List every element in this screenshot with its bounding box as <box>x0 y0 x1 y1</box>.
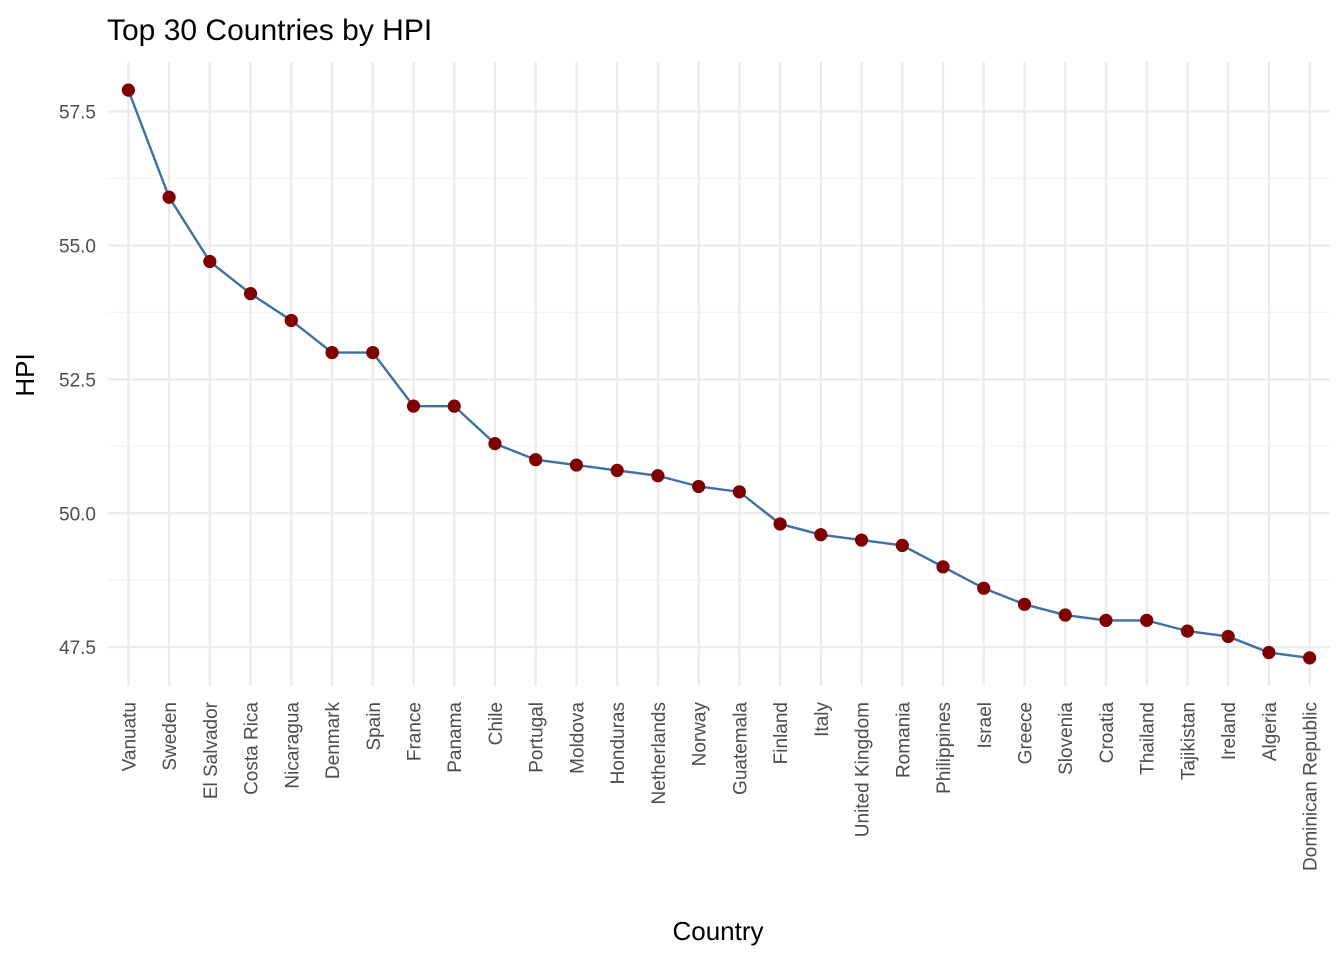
data-point <box>1303 651 1317 665</box>
x-tick-label: Slovenia <box>1056 702 1077 775</box>
data-point <box>895 538 909 552</box>
x-tick-label: Greece <box>1016 702 1037 764</box>
data-point <box>121 83 135 97</box>
x-tick-label: Honduras <box>608 702 629 784</box>
gridlines <box>108 62 1330 686</box>
x-tick-label: Sweden <box>160 702 181 771</box>
data-point <box>854 533 869 547</box>
x-tick-label: Finland <box>771 702 792 764</box>
x-tick-label: Portugal <box>527 702 548 773</box>
data-point <box>366 345 380 360</box>
data-point <box>569 458 584 472</box>
x-tick-label: Israel <box>975 702 996 748</box>
x-tick-label: Philippines <box>934 702 955 794</box>
data-point <box>610 463 624 478</box>
x-axis-title: Country <box>672 916 763 946</box>
data-point <box>1058 608 1072 622</box>
data-point <box>1140 613 1154 627</box>
x-tick-label: Netherlands <box>649 702 670 804</box>
data-point <box>1017 597 1032 611</box>
data-point <box>284 313 298 328</box>
data-point <box>732 485 746 499</box>
x-tick-label: Panama <box>445 702 466 773</box>
chart-title: Top 30 Countries by HPI <box>107 14 432 47</box>
data-point <box>325 345 339 360</box>
y-tick-label: 47.5 <box>59 638 96 659</box>
data-point <box>651 469 665 483</box>
data-point <box>1099 613 1113 627</box>
y-tick-label: 50.0 <box>59 504 96 525</box>
data-point <box>977 581 991 595</box>
data-point <box>203 254 217 269</box>
series-line-hpi <box>127 89 1310 660</box>
x-tick-label: Croatia <box>1097 702 1118 764</box>
x-tick-label: Romania <box>893 702 914 778</box>
data-point <box>1180 624 1195 638</box>
x-tick-label: Spain <box>364 702 385 751</box>
x-tick-label: Vanuatu <box>119 702 140 771</box>
data-point <box>773 517 787 531</box>
y-tick-label: 52.5 <box>59 370 96 391</box>
x-tick-label: Chile <box>486 702 507 745</box>
x-tick-label: Algeria <box>1260 702 1281 762</box>
data-point <box>162 190 176 204</box>
data-point <box>1262 645 1276 660</box>
data-point <box>447 399 461 413</box>
x-tick-label: Guatemala <box>730 702 751 795</box>
x-tick-label: France <box>405 702 426 761</box>
data-point <box>936 560 950 574</box>
data-point <box>406 399 421 413</box>
x-tick-label: Costa Rica <box>242 702 263 795</box>
x-tick-label: Nicaragua <box>282 702 303 789</box>
axis-labels: 47.5 50.0 52.5 55.0 57.5 Vanuatu Sweden El Salv… <box>59 103 1322 871</box>
x-tick-label: Dominican Republic <box>1301 702 1322 871</box>
x-tick-label: El Salvador <box>201 701 222 799</box>
data-point <box>488 437 502 451</box>
x-tick-label: Moldova <box>567 702 588 774</box>
data-point <box>1221 629 1235 644</box>
series-layer <box>121 83 1317 665</box>
x-tick-label: Ireland <box>1219 702 1240 760</box>
y-tick-label: 57.5 <box>59 103 96 124</box>
data-point <box>814 528 828 542</box>
data-point <box>692 479 706 494</box>
y-tick-label: 55.0 <box>59 236 96 257</box>
x-tick-label: Denmark <box>323 702 344 780</box>
y-axis-title: HPI <box>10 353 40 396</box>
x-tick-label: Thailand <box>1138 702 1159 775</box>
data-point <box>243 287 258 301</box>
x-tick-label: United Kingdom <box>853 702 874 837</box>
x-tick-label: Tajikistan <box>1178 702 1199 780</box>
x-tick-label: Norway <box>690 702 711 767</box>
data-point <box>529 453 543 467</box>
x-tick-label: Italy <box>812 702 833 737</box>
